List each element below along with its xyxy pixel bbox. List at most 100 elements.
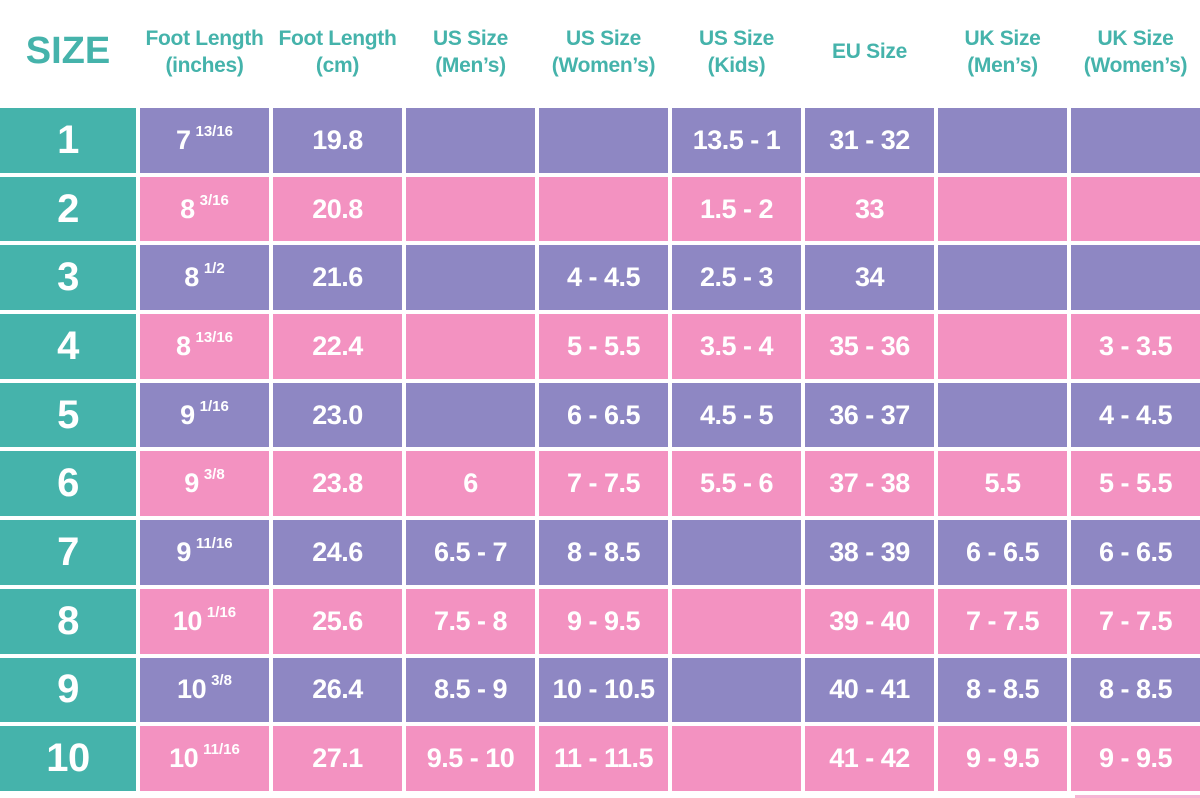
inches-fraction-value: 1/16 bbox=[206, 603, 237, 621]
uk-mens-value: 6 - 6.5 bbox=[965, 536, 1040, 567]
foot-length-cm-cell: 19.8 bbox=[273, 108, 402, 173]
inches-fraction-value: 11/16 bbox=[203, 741, 240, 759]
inches-fraction-value: 3/8 bbox=[211, 672, 232, 690]
uk-womens-value: 8 - 8.5 bbox=[1098, 674, 1173, 705]
us-kids-value: 13.5 - 1 bbox=[692, 124, 781, 155]
inches-whole-value: 10 bbox=[177, 674, 207, 705]
eu-size-cell: 31 - 32 bbox=[805, 108, 934, 173]
header-size-label: SIZE bbox=[25, 30, 111, 73]
uk-size-mens-cell bbox=[938, 314, 1067, 379]
foot-length-inches-cell: 9 11/16 bbox=[140, 520, 269, 585]
us-size-kids-cell: 3.5 - 4 bbox=[672, 314, 801, 379]
uk-womens-value: 5 - 5.5 bbox=[1098, 468, 1173, 499]
eu-size-cell: 39 - 40 bbox=[805, 588, 934, 654]
header-uk-size-mens: UK Size (Men’s) bbox=[938, 0, 1067, 104]
us-kids-value: 1.5 - 2 bbox=[699, 193, 774, 224]
header-line-1: UK Size bbox=[1097, 26, 1174, 50]
us-size-mens-cell bbox=[406, 108, 535, 173]
size-cell: 8 bbox=[0, 588, 136, 654]
uk-size-mens-cell: 6 - 6.5 bbox=[938, 520, 1067, 585]
inches-fraction-value: 3/16 bbox=[199, 191, 229, 209]
us-mens-value: 6.5 - 7 bbox=[433, 536, 508, 567]
size-value: 10 bbox=[46, 736, 90, 781]
header-line-1: UK Size bbox=[964, 26, 1041, 50]
uk-womens-value: 6 - 6.5 bbox=[1098, 536, 1173, 567]
us-kids-value: 4.5 - 5 bbox=[699, 399, 774, 430]
uk-size-womens-cell: 4 - 4.5 bbox=[1071, 382, 1200, 448]
header-line-1: Foot Length bbox=[278, 26, 397, 50]
inches-fraction-value: 13/16 bbox=[195, 328, 234, 346]
uk-womens-value: 9 - 9.5 bbox=[1098, 743, 1173, 774]
uk-size-mens-cell: 8 - 8.5 bbox=[938, 657, 1067, 723]
header-line-1: EU Size bbox=[832, 40, 907, 64]
uk-size-mens-cell: 7 - 7.5 bbox=[938, 588, 1067, 654]
inches-fraction-value: 11/16 bbox=[195, 534, 233, 552]
inches-fraction-value: 1/16 bbox=[199, 397, 229, 415]
size-cell: 4 bbox=[0, 314, 136, 379]
uk-size-womens-cell bbox=[1071, 108, 1200, 173]
header-foot-length-inches: Foot Length (inches) bbox=[140, 0, 269, 104]
header-us-size-mens: US Size (Men’s) bbox=[406, 0, 535, 104]
uk-size-mens-cell bbox=[938, 382, 1067, 448]
header-line-1: US Size bbox=[699, 26, 774, 50]
uk-size-womens-cell: 7 - 7.5 bbox=[1071, 588, 1200, 654]
inches-whole-value: 8 bbox=[175, 330, 191, 361]
inches-whole-value: 8 bbox=[184, 262, 199, 293]
cm-value: 22.4 bbox=[312, 330, 363, 361]
header-line-2: (Men’s) bbox=[967, 54, 1038, 77]
header-line-1: Foot Length bbox=[145, 26, 264, 50]
foot-length-inches-cell: 8 1/2 bbox=[140, 245, 269, 311]
cm-value: 23.0 bbox=[312, 399, 363, 430]
foot-length-inches-cell: 9 3/8 bbox=[140, 451, 269, 517]
foot-length-inches-cell: 10 1/16 bbox=[140, 588, 269, 654]
uk-size-womens-cell: 5 - 5.5 bbox=[1071, 451, 1200, 517]
uk-size-womens-cell: 8 - 8.5 bbox=[1071, 657, 1200, 723]
eu-value: 40 - 41 bbox=[829, 674, 910, 705]
cm-value: 25.6 bbox=[312, 605, 363, 636]
uk-size-womens-cell: 6 - 6.5 bbox=[1071, 520, 1200, 585]
us-size-mens-cell: 7.5 - 8 bbox=[406, 588, 535, 654]
us-size-kids-cell bbox=[672, 588, 801, 654]
foot-length-cm-cell: 26.4 bbox=[273, 657, 402, 723]
us-size-kids-cell bbox=[672, 520, 801, 585]
us-size-mens-cell bbox=[406, 382, 535, 448]
header-us-size-womens: US Size (Women’s) bbox=[539, 0, 668, 104]
uk-size-womens-cell: 9 - 9.5 bbox=[1071, 726, 1200, 791]
us-mens-value: 8.5 - 9 bbox=[433, 674, 508, 705]
foot-length-inches-cell: 7 13/16 bbox=[140, 108, 269, 173]
cm-value: 24.6 bbox=[312, 536, 363, 567]
eu-value: 36 - 37 bbox=[829, 399, 910, 430]
inches-whole-value: 9 bbox=[180, 399, 195, 430]
us-size-mens-cell bbox=[406, 245, 535, 311]
size-value: 2 bbox=[57, 186, 79, 231]
us-size-kids-cell: 1.5 - 2 bbox=[672, 176, 801, 242]
inches-fraction-value: 1/2 bbox=[203, 260, 225, 278]
foot-length-cm-cell: 23.0 bbox=[273, 382, 402, 448]
uk-womens-value: 4 - 4.5 bbox=[1098, 399, 1173, 430]
us-kids-value: 3.5 - 4 bbox=[699, 330, 774, 361]
cm-value: 21.6 bbox=[312, 262, 363, 293]
cm-value: 26.4 bbox=[312, 674, 363, 705]
eu-size-cell: 38 - 39 bbox=[805, 520, 934, 585]
eu-value: 37 - 38 bbox=[829, 468, 910, 499]
inches-whole-value: 7 bbox=[175, 124, 191, 155]
foot-length-cm-cell: 22.4 bbox=[273, 314, 402, 379]
us-womens-value: 9 - 9.5 bbox=[566, 605, 641, 636]
us-size-womens-cell: 5 - 5.5 bbox=[539, 314, 668, 379]
us-size-mens-cell: 9.5 - 10 bbox=[406, 726, 535, 791]
us-size-kids-cell bbox=[672, 657, 801, 723]
size-cell: 6 bbox=[0, 451, 136, 517]
foot-length-cm-cell: 27.1 bbox=[273, 726, 402, 791]
cm-value: 19.8 bbox=[312, 124, 363, 155]
eu-value: 34 bbox=[854, 262, 885, 293]
foot-length-cm-cell: 23.8 bbox=[273, 451, 402, 517]
inches-whole-value: 10 bbox=[172, 605, 203, 636]
us-size-mens-cell bbox=[406, 314, 535, 379]
uk-size-mens-cell bbox=[938, 176, 1067, 242]
eu-value: 39 - 40 bbox=[829, 605, 910, 636]
foot-length-inches-cell: 8 3/16 bbox=[140, 176, 269, 242]
size-value: 3 bbox=[57, 255, 79, 300]
uk-size-womens-cell bbox=[1071, 176, 1200, 242]
size-value: 8 bbox=[57, 598, 79, 643]
